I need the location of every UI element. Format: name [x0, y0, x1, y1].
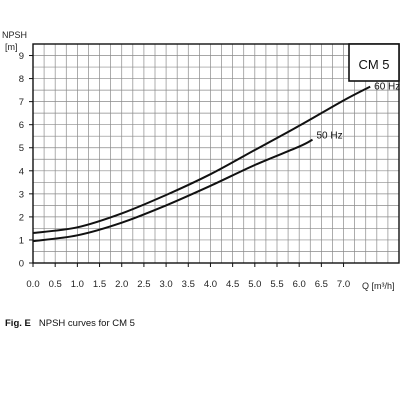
y-tick-label: 6: [19, 120, 24, 131]
x-tick-label: 3.5: [182, 279, 195, 290]
x-tick-label: 2.0: [115, 279, 128, 290]
series-curves: 60 Hz 50 Hz: [32, 82, 400, 243]
y-tick-label: 3: [19, 189, 24, 200]
y-tick-label: 1: [19, 235, 24, 246]
x-tick-label: 1.0: [71, 279, 84, 290]
plot-frame: [32, 43, 400, 264]
y-axis-unit: [m]: [5, 42, 18, 52]
chart-box-label: CM 5: [348, 43, 400, 82]
x-tick-label: 2.5: [137, 279, 150, 290]
y-tick-label: 5: [19, 143, 24, 154]
x-tick-label: 6.0: [293, 279, 306, 290]
x-tick-label: 5.0: [248, 279, 261, 290]
figure-caption-text: NPSH curves for CM 5: [38, 318, 135, 329]
x-tick-label: 4.5: [226, 279, 239, 290]
x-tick-label: 1.5: [93, 279, 106, 290]
figure-caption: Fig. E NPSH curves for CM 5: [5, 318, 135, 329]
series-label-1: 50 Hz: [316, 131, 342, 142]
x-tick-label: 0.5: [49, 279, 62, 290]
y-tick-labels: 0 1 2 3 4 5 6 7 8 9: [19, 51, 33, 270]
y-tick-label: 0: [19, 259, 24, 270]
series-line-0: [32, 85, 371, 234]
x-tick-labels: 0.0 0.5 1.0 1.5 2.0 2.5 3.0 3.5 4.0 4.5 5.0 5.5 6.0 6…: [26, 263, 350, 290]
y-tick-label: 2: [19, 212, 24, 223]
x-tick-label: 5.5: [270, 279, 283, 290]
x-tick-label: 0.0: [26, 279, 39, 290]
grid: [33, 44, 399, 263]
series-label-0: 60 Hz: [374, 82, 400, 93]
y-axis-label: NPSH: [2, 30, 27, 40]
y-tick-label: 8: [19, 74, 24, 85]
x-tick-label: 4.0: [204, 279, 217, 290]
box-label-text: CM 5: [358, 57, 389, 72]
plot-border: [32, 43, 400, 264]
x-axis-label: Q [m³/h]: [362, 281, 395, 291]
x-tick-label: 7.0: [337, 279, 350, 290]
x-tick-label: 6.5: [315, 279, 328, 290]
series-line-1: [32, 138, 313, 243]
y-tick-label: 4: [19, 166, 24, 177]
figure-number: Fig. E: [5, 318, 31, 329]
y-tick-label: 7: [19, 97, 24, 108]
y-tick-label: 9: [19, 51, 24, 62]
x-tick-label: 3.0: [159, 279, 172, 290]
